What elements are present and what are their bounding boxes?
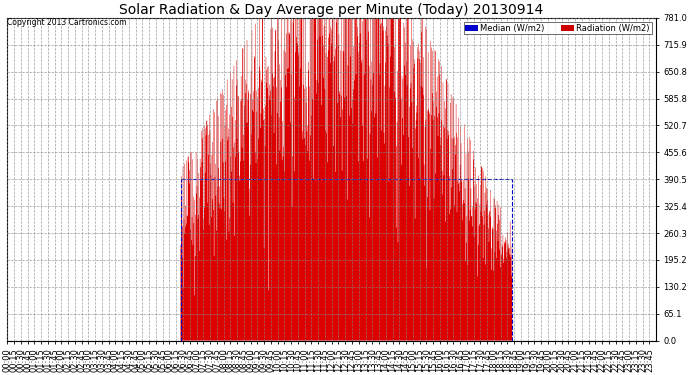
Legend: Median (W/m2), Radiation (W/m2): Median (W/m2), Radiation (W/m2) — [464, 22, 651, 34]
Text: Copyright 2013 Cartronics.com: Copyright 2013 Cartronics.com — [8, 18, 127, 27]
Title: Solar Radiation & Day Average per Minute (Today) 20130914: Solar Radiation & Day Average per Minute… — [119, 3, 544, 17]
